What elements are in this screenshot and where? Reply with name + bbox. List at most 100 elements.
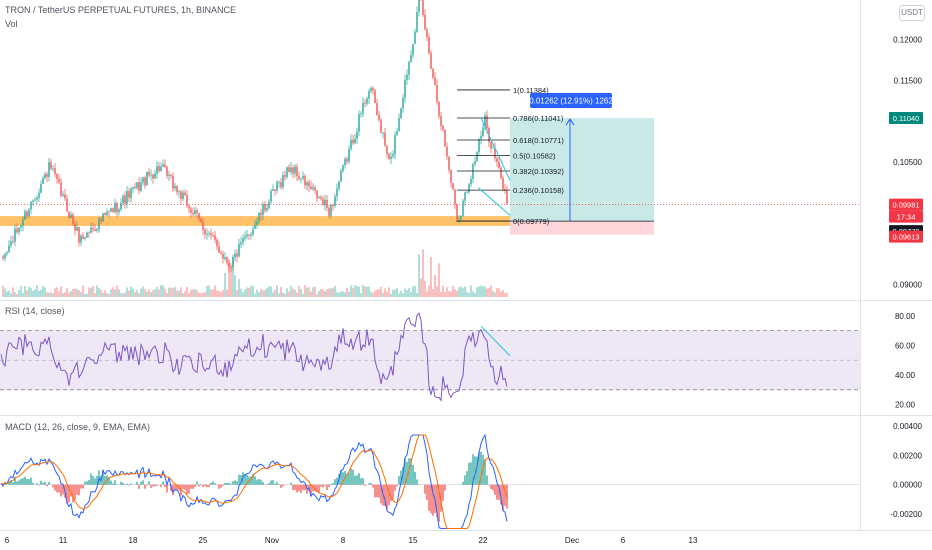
candlestick-series: [2, 0, 508, 273]
volume-bar: [336, 291, 338, 297]
candle-body: [124, 195, 126, 204]
volume-bar: [390, 293, 392, 297]
macd-histogram-bar: [218, 484, 220, 489]
volume-bar: [122, 293, 124, 297]
macd-histogram-bar: [334, 479, 336, 485]
candle-body: [24, 211, 26, 220]
volume-bar: [74, 288, 76, 297]
volume-bar: [118, 289, 120, 297]
candle-body: [86, 232, 88, 238]
volume-bar: [120, 293, 122, 297]
candle-body: [294, 166, 296, 174]
macd-histogram-bar: [30, 477, 32, 485]
candle-body: [26, 211, 28, 217]
volume-bar: [490, 285, 492, 297]
macd-histogram-bar: [196, 481, 198, 485]
macd-histogram-bar: [328, 484, 330, 488]
volume-bar: [374, 290, 376, 297]
volume-bar: [144, 288, 146, 297]
fib-label-1: 1(0.11384): [513, 86, 549, 95]
macd-label[interactable]: MACD (12, 26, close, 9, EMA, EMA): [5, 422, 151, 432]
volume-bar: [290, 285, 292, 297]
volume-bar: [160, 285, 162, 297]
volume-bar: [70, 291, 72, 297]
candle-body: [156, 166, 158, 174]
candle-body: [18, 227, 20, 233]
macd-histogram-bar: [150, 484, 152, 488]
candle-body: [316, 190, 318, 199]
candle-body: [114, 202, 116, 212]
volume-bar: [462, 288, 464, 297]
volume-bar: [248, 287, 250, 297]
macd-histogram-bar: [330, 484, 332, 485]
candle-body: [452, 183, 454, 190]
macd-histogram-bar: [190, 484, 192, 489]
volume-bar: [218, 290, 220, 297]
volume-bar: [378, 289, 380, 297]
candle-body: [468, 184, 470, 193]
macd-histogram-bar: [484, 459, 486, 485]
volume-bar: [208, 285, 210, 297]
candle-body: [230, 266, 232, 268]
candle-body: [130, 188, 132, 198]
volume-bar: [80, 292, 82, 297]
macd-histogram-bar: [252, 473, 254, 485]
macd-histogram-bar: [38, 484, 40, 486]
rsi-label[interactable]: RSI (14, close): [5, 306, 65, 316]
volume-bar: [252, 285, 254, 297]
volume-bar: [404, 288, 406, 297]
rsi-trend-line: [480, 325, 511, 357]
candle-body: [500, 167, 502, 178]
candle-body: [214, 235, 216, 240]
volume-bar: [162, 285, 164, 297]
volume-bar: [152, 290, 154, 297]
volume-bar: [286, 288, 288, 297]
volume-bar: [310, 291, 312, 297]
candle-body: [412, 44, 414, 55]
macd-histogram-bar: [68, 484, 70, 503]
volume-bar: [92, 286, 94, 297]
macd-histogram-bar: [358, 473, 360, 485]
macd-histogram-bar: [432, 484, 434, 516]
macd-histogram-bar: [164, 484, 166, 487]
candle-body: [92, 227, 94, 230]
candle-body: [158, 166, 160, 171]
currency-button[interactable]: USDT: [899, 5, 925, 21]
volume-bar: [482, 286, 484, 297]
volume-bar: [424, 280, 426, 297]
candle-body: [276, 182, 278, 191]
candle-body: [502, 177, 504, 190]
volume-bar: [446, 287, 448, 297]
volume-bar: [140, 288, 142, 297]
candle-body: [154, 173, 156, 179]
macd-histogram-bar: [404, 458, 406, 485]
candle-body: [256, 221, 258, 225]
macd-histogram-bar: [4, 483, 6, 485]
volume-bar: [26, 290, 28, 297]
volume-bar: [496, 288, 498, 297]
volume-bar: [300, 288, 302, 297]
macd-histogram-bar: [364, 484, 366, 487]
macd-histogram-bar: [340, 469, 342, 485]
candle-body: [380, 120, 382, 133]
candle-body: [54, 168, 56, 175]
volume-bar: [190, 289, 192, 297]
volume-bar: [430, 257, 432, 297]
macd-histogram-bar: [276, 482, 278, 485]
candle-body: [2, 256, 4, 259]
candle-body: [178, 191, 180, 193]
candle-body: [432, 68, 434, 78]
macd-histogram-bar: [222, 484, 224, 486]
macd-histogram-bar: [296, 484, 298, 493]
volume-bar: [326, 288, 328, 297]
candle-body: [392, 154, 394, 157]
price-tick-label: 0.11500: [894, 76, 923, 85]
volume-bar: [376, 289, 378, 297]
macd-histogram-bar: [368, 483, 370, 485]
macd-histogram-bar: [88, 480, 90, 485]
candle-body: [12, 241, 14, 242]
candle-body: [42, 178, 44, 184]
macd-histogram-bar: [374, 484, 376, 498]
macd-histogram-bar: [60, 484, 62, 497]
